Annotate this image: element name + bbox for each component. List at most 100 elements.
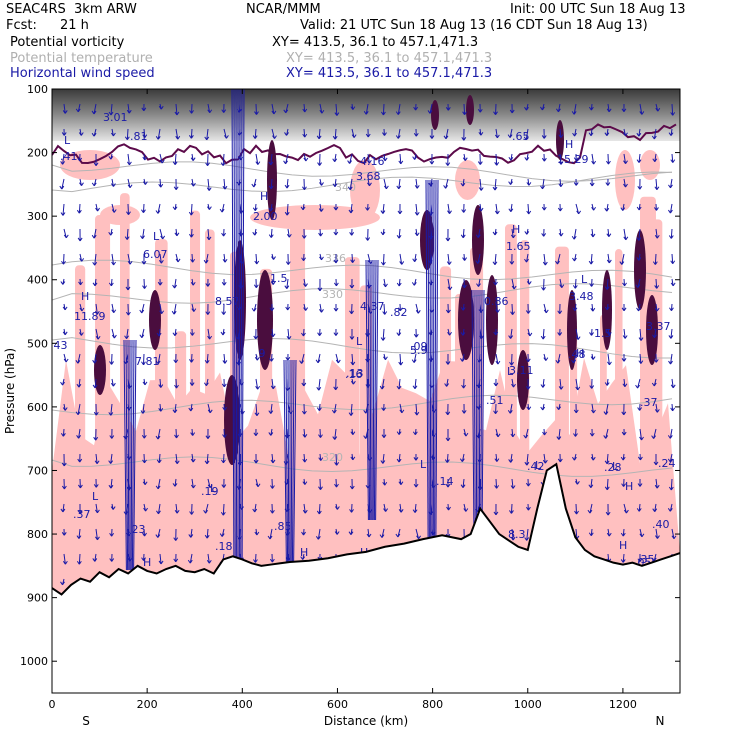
wind-arrow [557, 453, 563, 463]
terrain-line [52, 462, 680, 596]
pv-value-label: .23 [128, 523, 146, 536]
pv-contour-blob [486, 275, 498, 365]
wind-arrow [299, 353, 305, 364]
wind-arrow [460, 353, 465, 362]
wind-arrow [444, 378, 450, 387]
pv-shading-streak [175, 331, 187, 567]
pv-value-label: .65 [512, 130, 530, 143]
wind-arrow [540, 178, 545, 190]
wind-arrow [91, 103, 97, 115]
wind-arrow [332, 128, 338, 140]
tropopause-pv-contour [52, 123, 677, 165]
pv-value-label: .28 [604, 461, 622, 474]
pv-low-label: L [581, 273, 588, 286]
wind-arrow [571, 228, 577, 240]
wind-arrow [461, 378, 466, 389]
wind-arrow [367, 178, 372, 187]
wind-arrow [219, 203, 225, 213]
wind-arrow [318, 428, 323, 438]
wind-arrow [462, 253, 467, 261]
wind-arrow [395, 528, 401, 538]
wind-arrow [141, 203, 146, 213]
wind-arrow [92, 253, 98, 266]
pv-high-label: H [300, 546, 308, 559]
wind-arrow [383, 178, 389, 190]
wind-arrow [511, 278, 517, 290]
wind-arrow [141, 353, 146, 366]
wind-arrow [270, 453, 276, 464]
wind-arrow [254, 353, 260, 361]
wind-arrow [414, 203, 420, 216]
wind-arrow [79, 178, 84, 186]
wind-arrow [316, 503, 322, 515]
wind-arrow [526, 278, 532, 285]
wind-arrow [93, 478, 99, 488]
wind-arrow [667, 503, 673, 512]
pv-shading-streak [650, 219, 663, 564]
wind-arrow [654, 203, 659, 211]
wind-arrow [221, 478, 227, 488]
theta-contour [52, 171, 673, 193]
pv-shading-blob [615, 150, 635, 210]
wind-arrow [350, 453, 356, 461]
pv-shading-streak [190, 210, 201, 572]
wind-arrow [445, 478, 451, 488]
wind-arrow [573, 178, 579, 186]
wind-arrow [523, 128, 529, 141]
pv-contour-blob [466, 95, 474, 125]
wind-arrow [572, 303, 578, 311]
y-tick-label: 900 [27, 592, 48, 605]
wind-arrow [349, 328, 355, 340]
wind-arrow [606, 528, 612, 537]
theta-contour [52, 259, 673, 281]
forecast-hour: 21 h [60, 18, 89, 33]
wind-arrow [604, 303, 610, 311]
wind-arrow [671, 528, 677, 540]
wind-arrow [540, 378, 546, 388]
wind-arrow [413, 128, 419, 137]
wind-arrow [571, 103, 577, 115]
wind-arrow [318, 453, 324, 461]
wind-arrow [191, 303, 197, 312]
wind-arrow [301, 228, 307, 239]
wind-arrow [76, 203, 82, 214]
pv-value-label: .42 [527, 460, 545, 473]
wind-arrow-strong [367, 259, 371, 521]
wind-arrow [462, 153, 468, 161]
wind-arrow [190, 478, 196, 489]
wind-arrow [92, 353, 98, 364]
wind-arrow [652, 253, 658, 265]
wind-arrow [493, 278, 498, 286]
wind-arrow [399, 403, 405, 414]
wind-arrow [543, 303, 549, 314]
wind-arrow [413, 328, 419, 338]
wind-arrow [108, 153, 114, 160]
wind-arrow [461, 203, 467, 213]
wind-arrow [429, 128, 435, 139]
pv-shading-blob [350, 160, 380, 220]
wind-arrow [303, 278, 308, 287]
y-tick-label: 100 [27, 83, 48, 96]
wind-arrow [652, 503, 658, 512]
wind-arrow [509, 103, 515, 114]
wind-arrow [253, 278, 259, 289]
wind-arrow [621, 103, 627, 113]
wind-arrow [189, 503, 195, 515]
wind-arrow-strong [427, 179, 431, 591]
wind-arrow [620, 453, 626, 461]
wind-arrow [205, 153, 210, 167]
wind-arrow [301, 328, 306, 337]
wind-arrow [606, 103, 612, 113]
wind-arrow [204, 353, 210, 364]
wind-arrow [636, 128, 642, 137]
wind-arrow [60, 153, 66, 165]
pv-shading-streak [440, 266, 452, 536]
wind-arrow [621, 428, 627, 436]
wind-arrow [204, 128, 210, 141]
wind-arrow [670, 103, 676, 116]
pv-shading-streak [615, 249, 623, 563]
wind-arrow [77, 503, 83, 514]
wind-arrow [668, 128, 674, 136]
wind-arrow-strong [293, 359, 297, 566]
pv-value-label: .37 [640, 396, 658, 409]
